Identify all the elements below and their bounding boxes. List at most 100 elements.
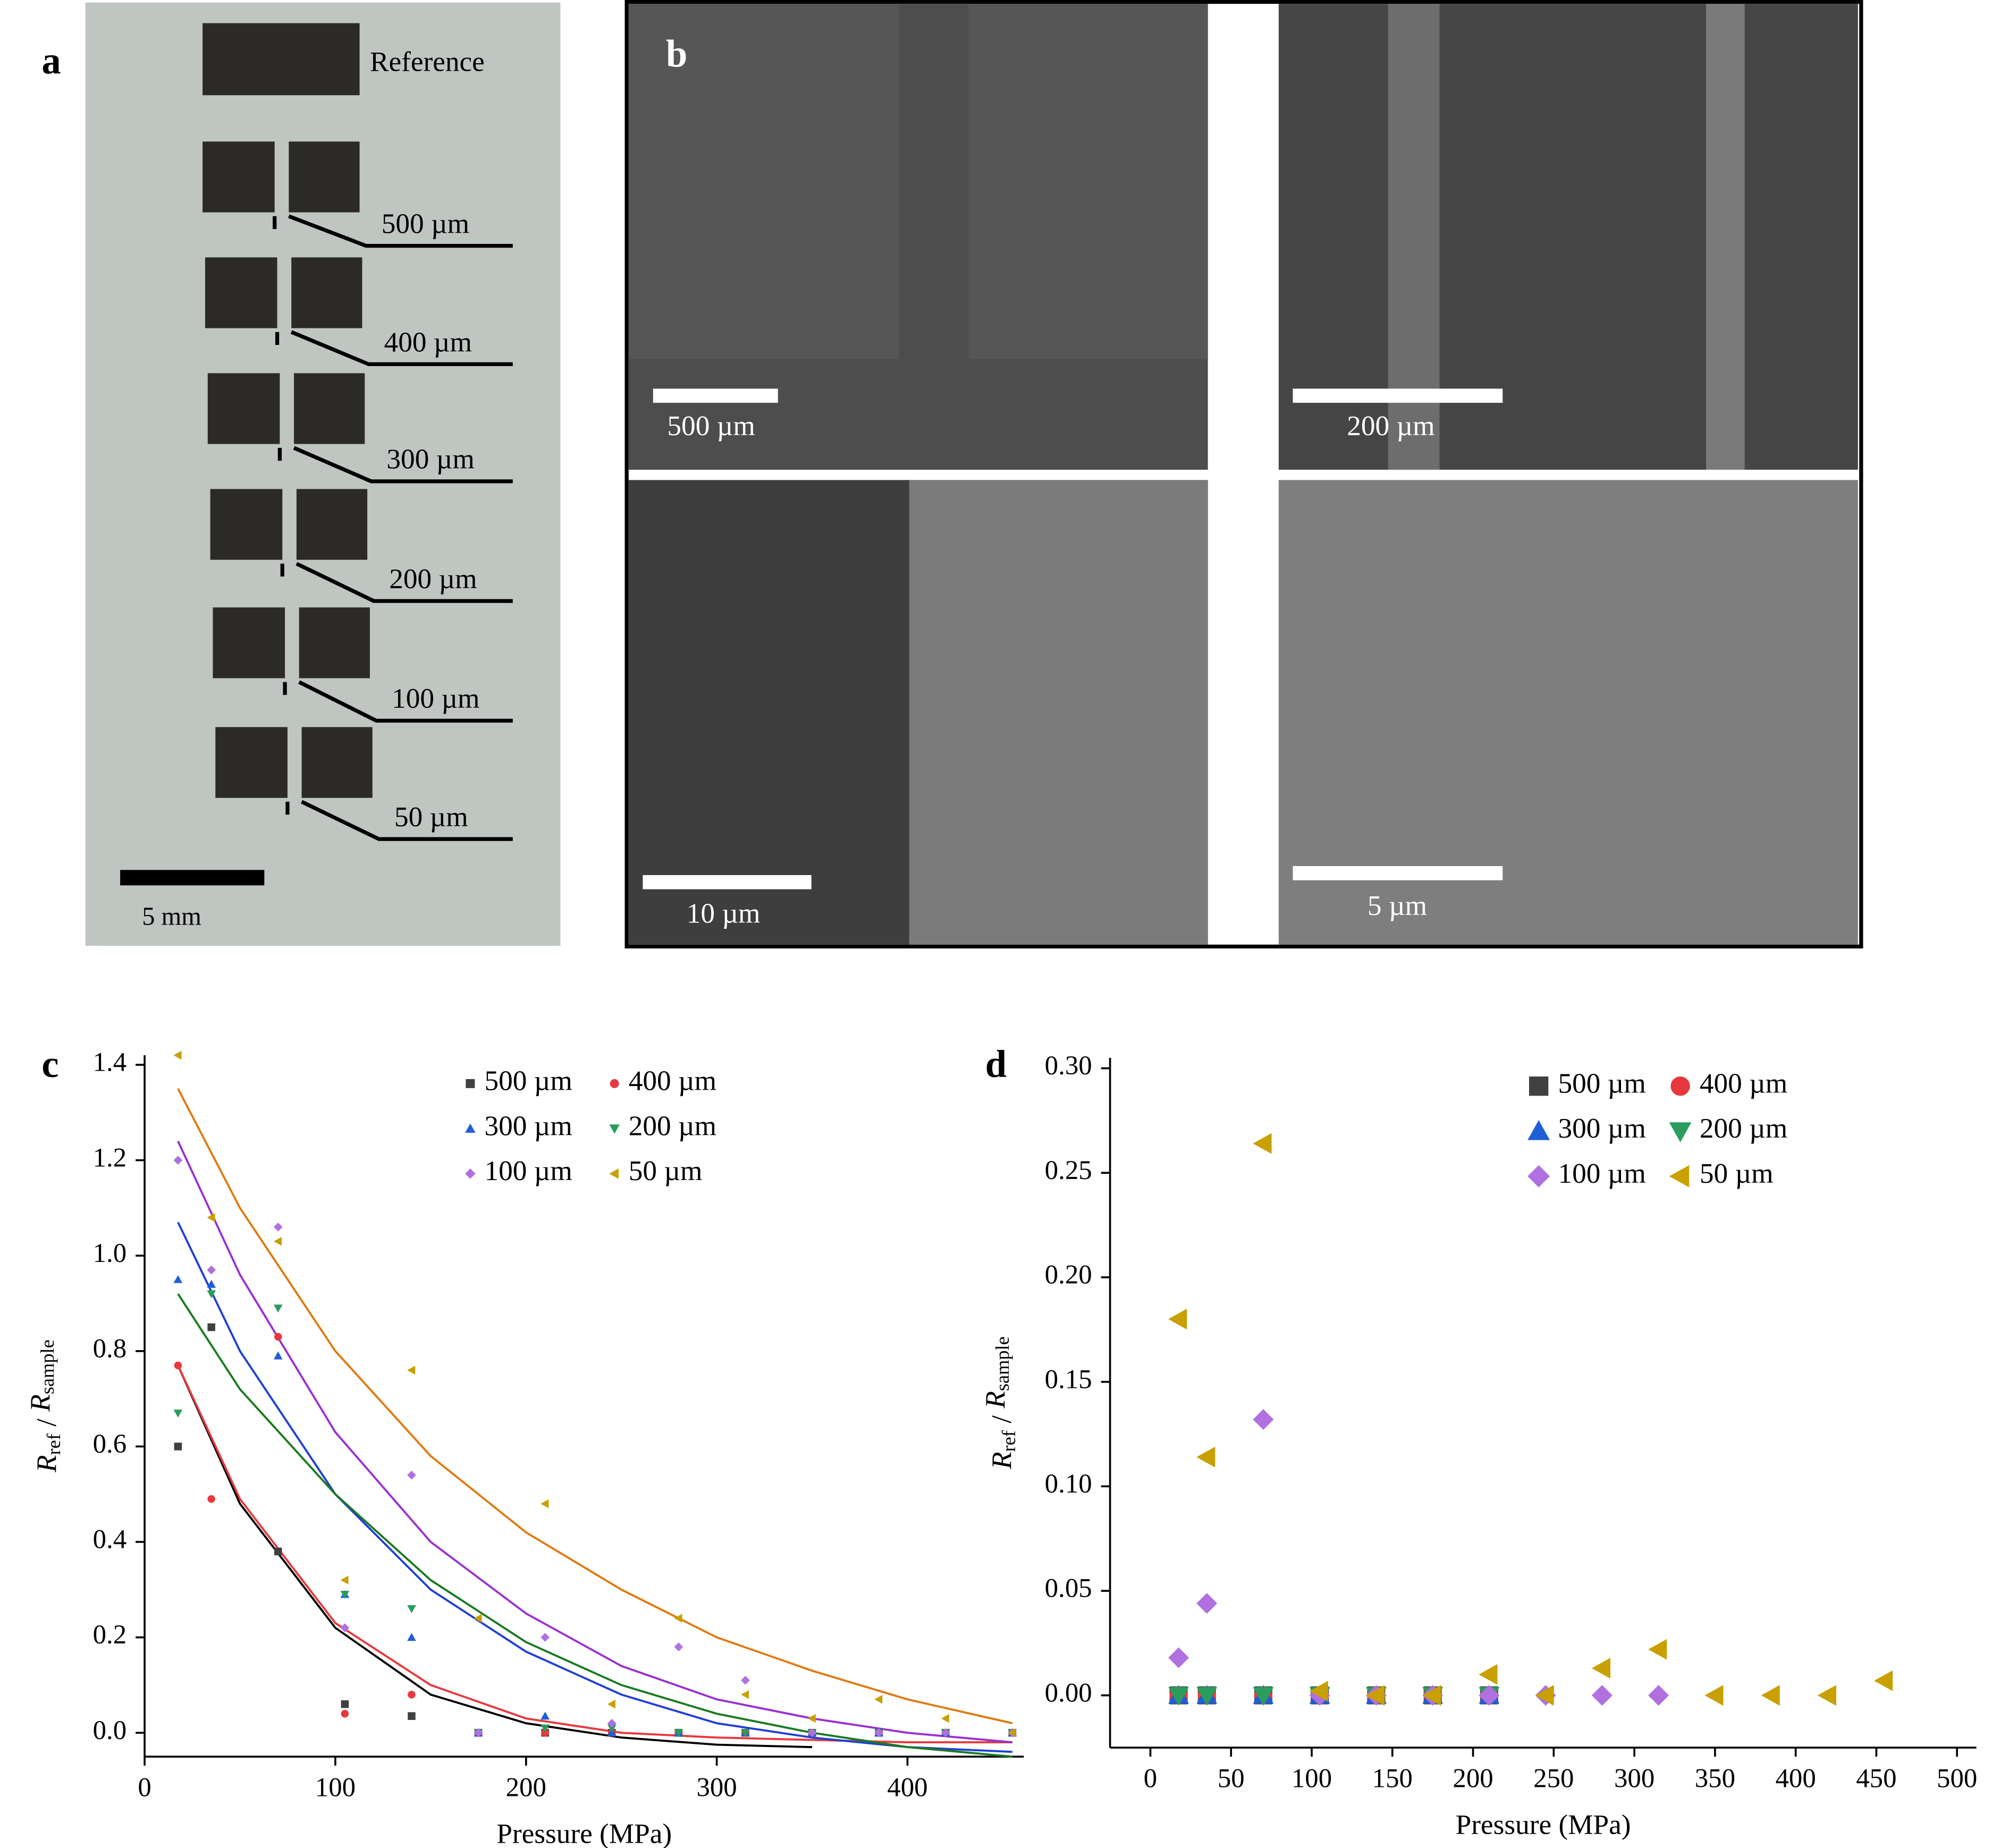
marker <box>1196 1687 1218 1706</box>
legend-marker <box>609 1168 619 1179</box>
marker <box>173 1156 183 1165</box>
sem-pad <box>628 4 899 359</box>
y-axis-title-part: sample <box>37 1340 58 1394</box>
panel-label: a <box>41 39 61 82</box>
fit-curve <box>177 1222 1012 1753</box>
x-tick-label: 400 <box>887 1773 927 1803</box>
gap-label: 50 µm <box>394 801 468 833</box>
reference-label: Reference <box>370 46 485 77</box>
y-axis-title-part: ref <box>998 1430 1019 1452</box>
x-tick-label: 150 <box>1372 1764 1413 1794</box>
sem-pad <box>968 4 1208 359</box>
marker <box>407 1633 416 1641</box>
fit-curve <box>177 1364 1012 1744</box>
marker <box>541 1633 550 1642</box>
marker <box>1591 1658 1610 1679</box>
marker <box>1253 1409 1274 1430</box>
y-tick-label: 0.8 <box>93 1334 127 1363</box>
marker <box>173 1275 183 1283</box>
reference-pad <box>202 23 360 96</box>
marker <box>541 1499 549 1508</box>
y-axis-title-part: R <box>24 1394 56 1412</box>
pad <box>202 141 275 213</box>
marker <box>541 1724 550 1733</box>
y-tick-label: 0.05 <box>1045 1574 1092 1604</box>
y-axis-title-part: / <box>986 1409 1017 1430</box>
gap-label: 400 µm <box>384 326 472 358</box>
scale-bar <box>120 870 265 886</box>
marker <box>1309 1681 1328 1702</box>
fit-curve <box>177 1364 813 1749</box>
marker <box>1168 1647 1189 1668</box>
legend-label: 100 µm <box>485 1155 572 1186</box>
scale-bar <box>1293 866 1503 880</box>
scale-label: 200 µm <box>1347 410 1434 442</box>
legend-label: 200 µm <box>629 1110 716 1141</box>
gap-label: 200 µm <box>389 563 477 595</box>
x-axis-title: Pressure (MPa) <box>496 1818 672 1848</box>
marker <box>941 1714 949 1723</box>
y-axis-title-part: sample <box>992 1336 1013 1391</box>
y-axis-title-part: R <box>31 1455 62 1473</box>
y-tick-label: 1.2 <box>93 1143 127 1173</box>
marker <box>174 1443 182 1451</box>
marker <box>807 1728 817 1737</box>
pad <box>207 373 280 444</box>
marker <box>173 1409 183 1418</box>
y-tick-label: 0.4 <box>93 1525 127 1555</box>
legend-marker <box>1529 1076 1549 1096</box>
chart: c 0 100 200 300 400 0.0 0.2 0.4 0.6 0.8 1.0 1.2 1.4 Pr… <box>24 1042 1024 1848</box>
marker <box>674 1729 683 1737</box>
marker <box>1008 1728 1016 1737</box>
leader-line <box>273 214 513 248</box>
pad <box>205 257 277 328</box>
x-tick-label: 450 <box>1856 1764 1896 1794</box>
marker <box>474 1614 482 1623</box>
pad <box>299 607 370 679</box>
marker <box>273 1351 283 1360</box>
marker <box>607 1718 617 1728</box>
leader-line <box>285 800 513 841</box>
marker <box>1196 1593 1218 1614</box>
marker <box>541 1728 549 1737</box>
x-tick-label: 300 <box>696 1773 737 1803</box>
fit-curve <box>177 1140 1012 1744</box>
x-tick-label: 200 <box>506 1773 546 1803</box>
y-tick-label: 0.6 <box>93 1429 127 1459</box>
scale-label: 5 µm <box>1368 890 1427 921</box>
marker <box>1761 1685 1780 1706</box>
legend-label: 400 µm <box>1700 1067 1787 1099</box>
legend-marker <box>1670 1076 1690 1096</box>
legend-marker <box>1669 1122 1692 1142</box>
fit-curve <box>177 1088 1013 1725</box>
gap-label: 500 µm <box>382 208 469 240</box>
marker <box>674 1642 683 1651</box>
marker <box>874 1728 883 1737</box>
marker <box>407 1470 416 1480</box>
marker <box>274 1547 282 1556</box>
x-axis-title: Pressure (MPa) <box>1456 1809 1631 1840</box>
y-tick-label: 1.0 <box>93 1239 127 1268</box>
legend-label: 100 µm <box>1558 1158 1645 1189</box>
panel-label: d <box>985 1042 1007 1086</box>
y-axis-title-part: ref <box>43 1433 64 1455</box>
legend-label: 500 µm <box>1558 1067 1645 1099</box>
marker <box>741 1729 750 1737</box>
marker <box>407 1366 416 1375</box>
leader-line <box>275 330 513 367</box>
legend-marker <box>466 1079 475 1088</box>
legend-label: 300 µm <box>485 1110 572 1141</box>
marker <box>340 1575 349 1585</box>
x-tick-label: 250 <box>1533 1764 1574 1794</box>
marker <box>408 1691 416 1699</box>
legend-marker <box>610 1079 619 1088</box>
y-axis-title: Rref / Rsample <box>980 1336 1019 1470</box>
marker <box>207 1290 216 1299</box>
marker <box>173 1050 182 1060</box>
legend-marker <box>1527 1165 1550 1188</box>
marker <box>807 1714 816 1723</box>
marker <box>408 1712 416 1720</box>
marker <box>340 1591 350 1599</box>
marker <box>274 1333 282 1341</box>
